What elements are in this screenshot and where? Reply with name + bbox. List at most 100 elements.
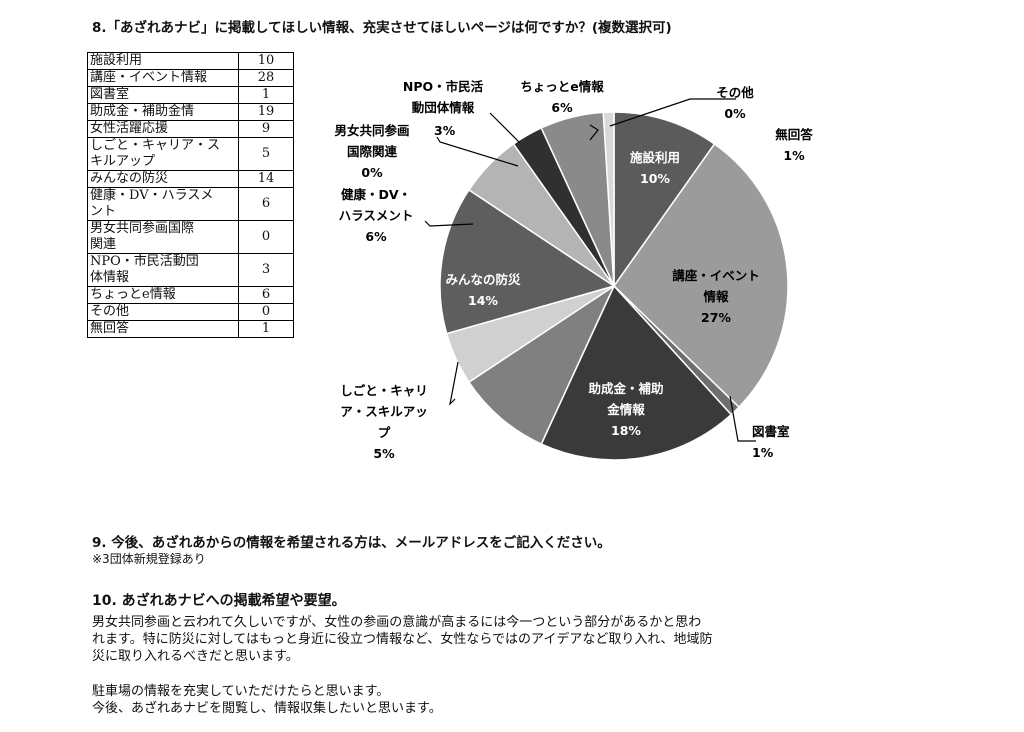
slice-label-line: 動団体情報 <box>412 100 475 115</box>
answer-2: 駐車場の情報を充実していただけたらと思います。 今後、あざれあナビを閲覧し、情報… <box>92 683 442 717</box>
slice-label-line: しごと・キャリ <box>340 383 428 398</box>
category-label: みんなの防災 <box>90 171 169 186</box>
slice-label-line: 0% <box>724 106 746 121</box>
leader-line <box>489 112 521 144</box>
count-cell: 1 <box>238 320 294 338</box>
slice-label-line: その他 <box>716 85 754 100</box>
slice-label-line: プ <box>378 425 391 440</box>
category-label: その他 <box>90 304 130 319</box>
table-row: 男女共同参画国際 関連 0 <box>87 220 294 254</box>
category-cell: 無回答 <box>87 320 239 338</box>
slice-label-line: 5% <box>373 446 395 461</box>
slice-label: 助成金・補助金情報 18% <box>588 381 663 438</box>
slice-label-line: 国際関連 <box>347 144 398 159</box>
table-row: 助成金・補助金情 19 <box>87 103 294 121</box>
slice-label: ちょっとe情報 6% <box>520 79 604 115</box>
table-row: ちょっとe情報 6 <box>87 286 294 304</box>
category-label: 健康・DV・ハラスメ <box>90 188 214 203</box>
slice-pct-label: 3% <box>434 123 456 138</box>
slice-label-line: 情報 <box>703 289 729 304</box>
slice-label-line: 1% <box>783 148 805 163</box>
slice-label-line: 14% <box>468 293 498 308</box>
slice-label-line: 6% <box>365 229 387 244</box>
category-cell: 講座・イベント情報 <box>87 69 239 87</box>
answer-1: 男女共同参画と云われて久しいですが、女性の参画の意識が高まるには今一つという部分… <box>92 614 713 665</box>
category-cell: しごと・キャリア・ス キルアップ <box>87 137 239 171</box>
category-label: 施設利用 <box>90 53 143 68</box>
pie-slice <box>467 283 616 446</box>
slice-label-line: 27% <box>701 310 731 325</box>
category-label: 男女共同参画国際 <box>90 221 195 236</box>
slice-label-line: みんなの防災 <box>445 272 521 287</box>
table-row: みんなの防災 14 <box>87 170 294 188</box>
question-9-title: 9. 今後、あざれあからの情報を希望される方は、メールアドレスをご記入ください。 <box>92 535 611 551</box>
slice-label: しごと・キャリア・スキルアップ 5% <box>340 383 428 461</box>
slice-label-line: 18% <box>611 423 641 438</box>
count-cell: 5 <box>238 137 294 171</box>
slice-label: 図書室 1% <box>752 424 790 460</box>
table-row: 施設利用 10 <box>87 52 294 70</box>
slice-label-line: ちょっとe情報 <box>520 79 604 94</box>
category-cell: 女性活躍応援 <box>87 120 239 138</box>
count-cell: 10 <box>238 52 294 70</box>
category-label: 講座・イベント情報 <box>90 70 208 85</box>
slice-label-line: 金情報 <box>606 402 645 417</box>
answer-1-line: 災に取り入れるべきだと思います。 <box>92 649 299 664</box>
pie-slice <box>613 111 716 289</box>
category-label: 関連 <box>90 237 117 252</box>
slice-label-line: NPO・市民活 <box>403 79 484 94</box>
count-cell: 19 <box>238 103 294 121</box>
category-label: 女性活躍応援 <box>90 121 169 136</box>
table-row: 図書室 1 <box>87 86 294 104</box>
count-table: 施設利用 10 講座・イベント情報 28 図書室 1 助成金・補助金情 19 女性活躍応援 9 しご… <box>87 52 294 338</box>
pie-slice <box>613 142 789 409</box>
table-row: しごと・キャリア・ス キルアップ 5 <box>87 137 294 171</box>
slice-label-line: 助成金・補助 <box>588 381 663 396</box>
question-9-note: ※3団体新規登録あり <box>92 552 206 566</box>
table-row: 講座・イベント情報 28 <box>87 69 294 87</box>
table-row: 無回答 1 <box>87 320 294 338</box>
slice-label-line: 10% <box>640 171 670 186</box>
category-cell: 男女共同参画国際 関連 <box>87 220 239 254</box>
category-label: ント <box>90 204 117 219</box>
answer-2-line: 駐車場の情報を充実していただけたらと思います。 <box>92 684 390 699</box>
slice-label: 無回答 1% <box>775 127 813 163</box>
leader-line <box>609 98 736 127</box>
slice-label-line: 健康・DV・ <box>341 187 411 202</box>
slice-label: 施設利用 10% <box>630 150 680 186</box>
slice-label-line: 0% <box>361 165 383 180</box>
category-cell: ちょっとe情報 <box>87 286 239 304</box>
category-label: 図書室 <box>90 87 130 102</box>
slice-label: 講座・イベント情報 27% <box>672 268 760 325</box>
answer-2-line: 今後、あざれあナビを閲覧し、情報収集したいと思います。 <box>92 701 442 716</box>
pie-slice <box>602 111 615 287</box>
answer-1-line: れます。特に防災に対してはもっと身近に役立つ情報など、女性ならではのアイデアなど… <box>92 632 713 647</box>
slice-label: その他 0% <box>716 85 754 121</box>
slice-label-line: ア・スキルアッ <box>340 404 428 419</box>
category-cell: NPO・市民活動団 体情報 <box>87 253 239 287</box>
slice-label-line: 施設利用 <box>630 150 680 165</box>
pie-slice <box>540 284 733 461</box>
leader-line <box>449 361 459 406</box>
leader-line <box>424 220 474 227</box>
pie-slice <box>439 188 616 335</box>
count-cell: 6 <box>238 187 294 221</box>
slice-label-line: 1% <box>752 445 774 460</box>
question-8-title: 8.「あざれあナビ」に掲載してほしい情報、充実させてほしいページは何ですか？(複… <box>92 20 672 36</box>
leader-line <box>589 124 599 141</box>
category-label: 体情報 <box>90 270 130 285</box>
slice-label-line: ハラスメント <box>339 208 414 223</box>
category-label: 助成金・補助金情 <box>90 104 195 119</box>
category-label: NPO・市民活動団 <box>90 254 199 269</box>
slice-label: みんなの防災 14% <box>445 272 521 308</box>
table-row: NPO・市民活動団 体情報 3 <box>87 253 294 287</box>
question-10-title: 10. あざれあナビへの掲載希望や要望。 <box>92 593 346 609</box>
category-label: キルアップ <box>90 154 156 169</box>
slice-label-line: 男女共同参画 <box>334 123 409 138</box>
slice-label-line: 図書室 <box>752 424 790 439</box>
leader-line <box>436 136 519 167</box>
slice-label-line: 無回答 <box>775 127 813 142</box>
category-label: しごと・キャリア・ス <box>90 138 221 153</box>
slice-label-line: 講座・イベント <box>672 268 760 283</box>
